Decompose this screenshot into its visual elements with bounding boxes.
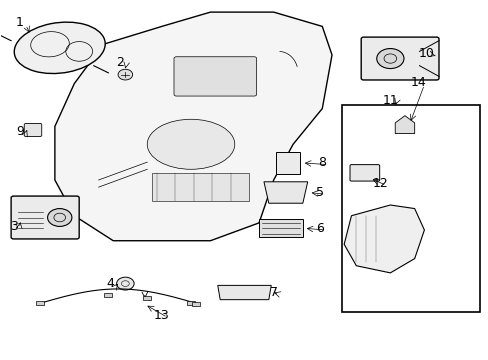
Circle shape bbox=[116, 277, 134, 290]
Bar bbox=[259, 219, 302, 237]
Text: 3: 3 bbox=[10, 220, 18, 233]
Polygon shape bbox=[55, 12, 331, 241]
FancyBboxPatch shape bbox=[11, 196, 79, 239]
Ellipse shape bbox=[14, 22, 105, 73]
Bar bbox=[276, 152, 300, 174]
Bar bbox=[187, 301, 195, 305]
Text: 7: 7 bbox=[269, 286, 277, 299]
Text: 6: 6 bbox=[315, 222, 323, 235]
Bar bbox=[104, 293, 112, 297]
Bar bbox=[36, 301, 44, 305]
Circle shape bbox=[118, 69, 132, 80]
Text: 13: 13 bbox=[154, 309, 169, 322]
Text: 10: 10 bbox=[418, 47, 434, 60]
Polygon shape bbox=[217, 285, 271, 300]
Circle shape bbox=[47, 208, 72, 226]
FancyBboxPatch shape bbox=[24, 123, 41, 136]
Polygon shape bbox=[264, 182, 307, 203]
Circle shape bbox=[376, 49, 403, 68]
Text: 5: 5 bbox=[315, 186, 323, 199]
Text: 14: 14 bbox=[410, 76, 426, 89]
Ellipse shape bbox=[147, 119, 234, 169]
Text: 2: 2 bbox=[116, 55, 124, 69]
Text: 8: 8 bbox=[318, 156, 325, 169]
FancyBboxPatch shape bbox=[361, 37, 438, 80]
Text: 9: 9 bbox=[16, 125, 24, 138]
FancyBboxPatch shape bbox=[174, 57, 256, 96]
Text: 11: 11 bbox=[382, 94, 397, 107]
Bar bbox=[192, 302, 200, 306]
Bar bbox=[341, 105, 479, 312]
Text: 4: 4 bbox=[107, 277, 115, 290]
FancyBboxPatch shape bbox=[349, 165, 379, 181]
Polygon shape bbox=[394, 116, 414, 134]
Polygon shape bbox=[344, 205, 424, 273]
Text: 12: 12 bbox=[372, 177, 388, 190]
Bar bbox=[143, 296, 151, 300]
Bar bbox=[152, 173, 249, 202]
Text: 1: 1 bbox=[16, 16, 24, 29]
